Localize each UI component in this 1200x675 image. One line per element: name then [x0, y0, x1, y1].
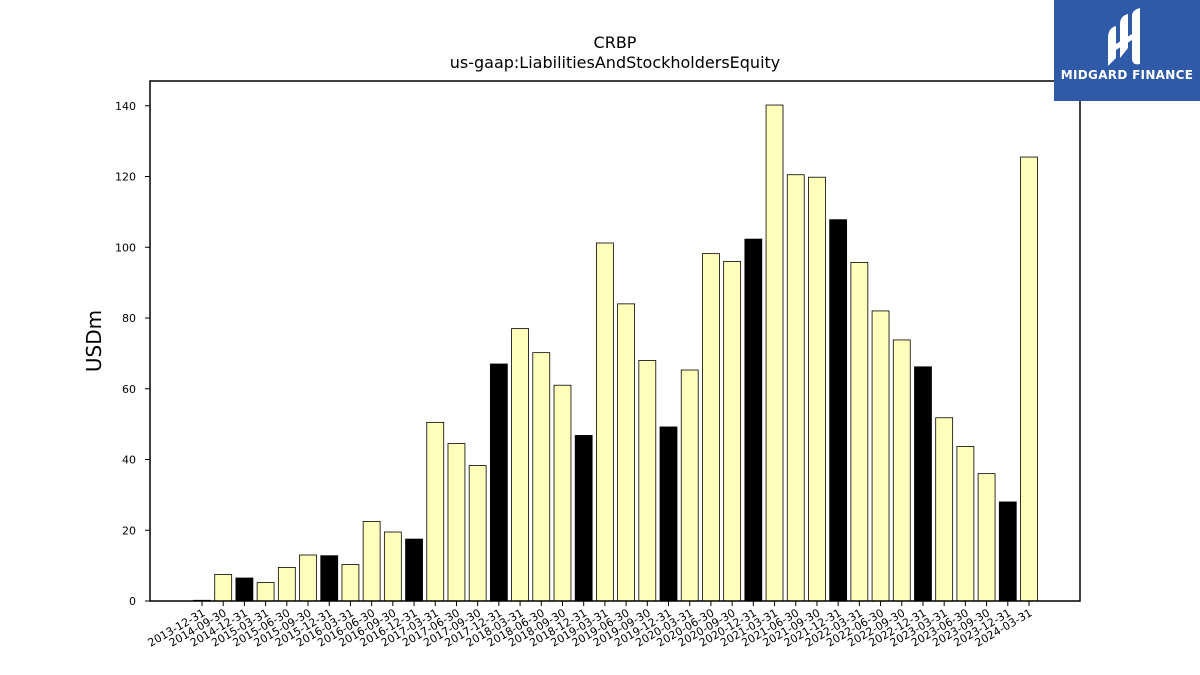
bar-2015-03-31	[256, 582, 275, 602]
bar-2023-03-31	[935, 417, 954, 602]
bar-2017-06-30	[447, 443, 466, 602]
bar-2021-06-30	[786, 174, 805, 602]
y-tick-label: 120	[115, 171, 136, 184]
bar-2018-06-30	[532, 352, 551, 602]
bar-2020-06-30	[702, 253, 720, 602]
bar-2014-09-30	[214, 574, 233, 602]
bars-group	[193, 104, 1038, 602]
bar-2022-12-31	[914, 366, 932, 602]
y-tick-label: 0	[129, 595, 136, 608]
bar-2016-09-30	[383, 531, 402, 602]
bar-2024-03-31	[1020, 156, 1038, 602]
midgard-finance-logo: MIDGARD FINANCE	[1054, 0, 1200, 101]
midgard-logo-icon	[1108, 8, 1140, 66]
logo-text: MIDGARD FINANCE	[1060, 68, 1194, 82]
bar-2019-09-30	[638, 360, 657, 602]
bar-2018-12-31	[574, 435, 593, 602]
y-tick-label: 40	[122, 454, 136, 467]
bar-2020-09-30	[723, 261, 742, 602]
bar-2020-03-31	[680, 369, 699, 602]
bar-2016-03-31	[341, 564, 360, 602]
bar-2017-12-31	[489, 363, 508, 602]
bar-2023-12-31	[998, 501, 1017, 602]
y-tick-label: 100	[115, 241, 136, 254]
bar-2019-03-31	[596, 242, 614, 602]
bar-2019-12-31	[659, 426, 678, 602]
bar-2017-09-30	[468, 465, 487, 602]
bar-2018-03-31	[511, 328, 529, 602]
bar-2015-06-30	[277, 566, 296, 602]
y-tick-label: 60	[122, 383, 136, 396]
plot-frame	[149, 80, 1081, 602]
bar-2014-12-31	[235, 577, 254, 602]
bar-2015-09-30	[299, 554, 317, 602]
bar-2021-03-31	[765, 104, 784, 602]
bar-2015-12-31	[320, 555, 339, 602]
bar-2022-06-30	[871, 310, 890, 602]
bar-2016-12-31	[405, 538, 423, 602]
y-tick-label: 20	[122, 524, 136, 537]
y-axis-label: USDm	[82, 310, 106, 372]
bar-2016-06-30	[362, 521, 381, 602]
y-axis: 0 20 40 60 80 100 120 140	[115, 100, 150, 608]
x-axis: 2013-12-312014-09-302014-12-312015-03-31…	[146, 601, 1035, 650]
bar-2022-09-30	[892, 339, 911, 602]
y-tick-label: 140	[115, 100, 136, 113]
bar-2017-03-31	[426, 421, 445, 602]
bar-2021-12-31	[829, 219, 848, 602]
bar-2022-03-31	[850, 262, 869, 602]
y-tick-label: 80	[122, 312, 136, 325]
bar-2023-06-30	[956, 446, 975, 602]
chart-title: CRBP	[594, 33, 637, 52]
bar-2023-09-30	[977, 473, 996, 602]
bar-2020-12-31	[744, 238, 763, 602]
bar-2019-06-30	[617, 303, 635, 602]
bar-2021-09-30	[808, 176, 826, 602]
bar-2018-09-30	[553, 384, 572, 602]
chart-subtitle: us-gaap:LiabilitiesAndStockholdersEquity	[450, 53, 781, 72]
